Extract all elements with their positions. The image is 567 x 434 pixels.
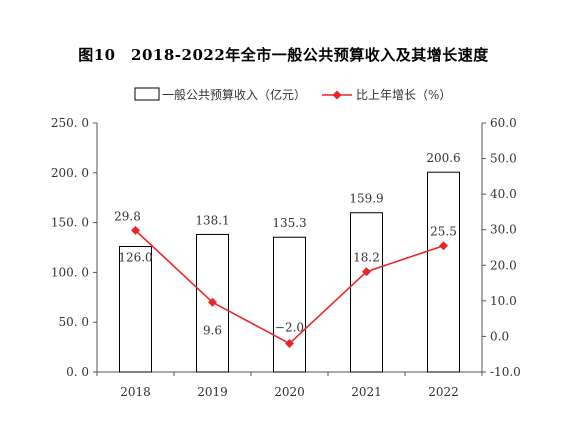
legend-line-marker: [332, 90, 342, 100]
right-tick-label: -10.0: [490, 365, 521, 379]
legend-line-label: 比上年增长（%）: [356, 88, 451, 102]
line-value-label: 29.8: [114, 209, 141, 223]
bar-value-label: 135.3: [272, 216, 306, 230]
right-tick-label: 40.0: [490, 187, 517, 201]
right-tick-label: 0.0: [490, 329, 509, 343]
line-marker: [439, 241, 448, 251]
legend-bar-swatch: [134, 87, 160, 101]
line-marker: [131, 225, 140, 235]
line-marker: [285, 339, 294, 349]
x-tick-label: 2018: [120, 385, 151, 399]
bar: [350, 212, 383, 373]
bar: [427, 171, 460, 373]
bar: [119, 246, 152, 373]
legend-bar-label: 一般公共预算收入（亿元）: [162, 87, 306, 102]
bar-value-label: 138.1: [195, 213, 229, 227]
left-tick-label: 0. 0: [66, 365, 89, 379]
x-tick-label: 2019: [197, 385, 228, 399]
x-tick-label: 2021: [351, 385, 382, 399]
line-value-label: 18.2: [353, 251, 380, 265]
line-marker: [362, 267, 371, 277]
x-tick-label: 2022: [428, 385, 459, 399]
left-tick-label: 150. 0: [51, 216, 89, 230]
left-tick-label: 50. 0: [58, 315, 89, 329]
line-value-label: 25.5: [430, 225, 457, 239]
right-tick-label: 20.0: [490, 258, 517, 272]
bar-value-label: 159.9: [349, 192, 383, 206]
right-tick-label: 60.0: [490, 116, 517, 130]
right-tick-label: 30.0: [490, 223, 517, 237]
chart-title: 图10 2018-2022年全市一般公共预算收入及其增长速度: [78, 46, 489, 64]
left-tick-label: 250. 0: [51, 116, 89, 130]
bar-value-label: 126.0: [118, 251, 152, 265]
right-tick-label: 10.0: [490, 294, 517, 308]
line-value-label: 9.6: [203, 323, 222, 337]
line-marker: [208, 297, 217, 307]
left-tick-label: 200. 0: [51, 166, 89, 180]
bar: [273, 236, 306, 373]
x-tick-label: 2020: [274, 385, 305, 399]
bar-value-label: 200.6: [426, 151, 460, 165]
left-tick-label: 100. 0: [51, 265, 89, 279]
right-tick-label: 50.0: [490, 152, 517, 166]
line-value-label: −2.0: [275, 321, 304, 335]
